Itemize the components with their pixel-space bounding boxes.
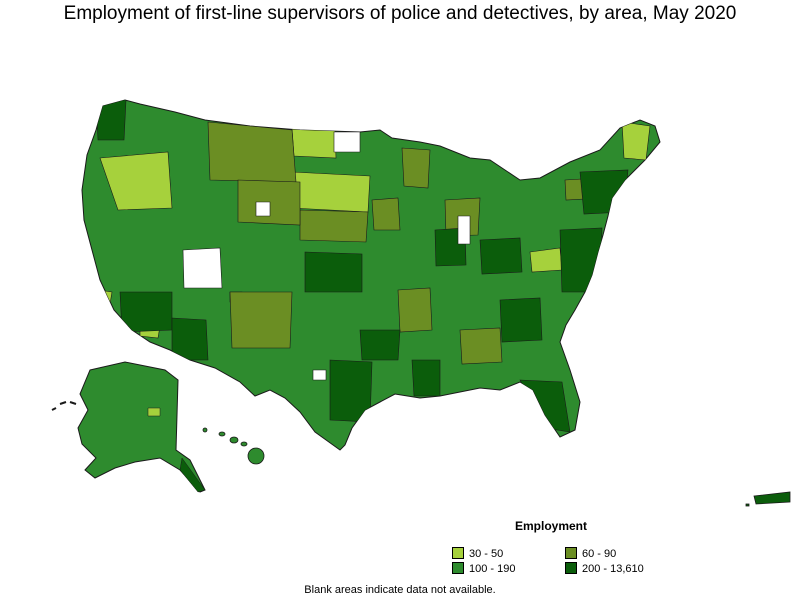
area-region	[147, 407, 161, 417]
no-data-region	[457, 215, 471, 245]
alaska	[77, 361, 206, 493]
aleutian-islands	[51, 401, 77, 411]
legend-item-100-190: 100 - 190	[452, 562, 515, 575]
area-region	[529, 247, 563, 273]
legend-label: 100 - 190	[469, 563, 516, 575]
area-region	[519, 379, 571, 433]
area-region	[401, 147, 431, 189]
area-region	[559, 227, 603, 293]
area-region	[291, 127, 337, 159]
legend-title: Employment	[515, 519, 588, 533]
area-region	[229, 291, 293, 349]
area-region	[499, 297, 543, 343]
area-region	[397, 287, 433, 333]
footnote: Blank areas indicate data not available.	[304, 584, 496, 596]
no-data-region	[333, 131, 361, 153]
area-region	[207, 121, 297, 183]
legend-label: 60 - 90	[582, 548, 617, 560]
area-region	[291, 171, 371, 213]
area-region	[179, 457, 206, 493]
legend-label: 200 - 13,610	[582, 563, 644, 575]
conus-outline	[81, 99, 661, 451]
legend-swatch	[452, 547, 464, 559]
area-region	[411, 359, 441, 397]
area-region	[579, 169, 629, 215]
legend-item-30-50: 30 - 50	[452, 547, 503, 560]
area-regions	[95, 100, 651, 433]
hawaii	[202, 427, 265, 465]
puerto-rico	[745, 491, 791, 507]
no-data-region	[182, 247, 223, 289]
area-region	[304, 251, 363, 293]
legend-swatch	[452, 562, 464, 574]
area-region	[479, 237, 523, 275]
no-data-region	[255, 201, 271, 217]
area-region	[299, 209, 369, 243]
area-region	[459, 327, 503, 365]
legend-swatch	[565, 562, 577, 574]
choropleth-map	[51, 99, 791, 507]
area-region	[359, 329, 401, 361]
legend-item-60-90: 60 - 90	[565, 547, 616, 560]
area-region	[171, 317, 209, 361]
no-data-region	[312, 369, 327, 381]
area-region	[95, 100, 127, 141]
map-title: Employment of first-line supervisors of …	[63, 3, 737, 24]
legend-item-200-13610: 200 - 13,610	[565, 562, 644, 575]
area-region	[621, 121, 651, 161]
area-region	[329, 359, 373, 423]
area-region	[371, 197, 401, 231]
legend-label: 30 - 50	[469, 548, 504, 560]
legend-swatch	[565, 547, 577, 559]
area-region	[99, 151, 173, 211]
